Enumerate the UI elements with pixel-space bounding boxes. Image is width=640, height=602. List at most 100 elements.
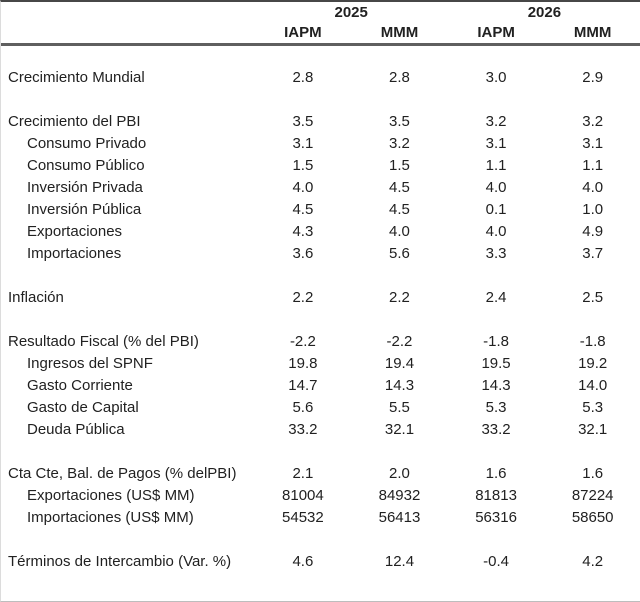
cell-value: 5.6 (292, 398, 314, 416)
spacer-row (1, 308, 640, 330)
cell-value: 33.2 (481, 420, 511, 438)
table-row: Deuda Pública 33.2 32.1 33.2 32.1 (1, 418, 640, 440)
table-row: Importaciones 3.6 5.6 3.3 3.7 (1, 242, 640, 264)
cell-value: 4.3 (292, 222, 314, 240)
table-row: Importaciones (US$ MM) 54532 56413 56316 586… (1, 506, 640, 528)
cell-value: 81004 (282, 486, 324, 504)
cell-value: 3.1 (582, 134, 604, 152)
cell-value: 4.0 (582, 178, 604, 196)
row-label: Importaciones (27, 244, 122, 262)
cell-value: 2.5 (582, 288, 604, 306)
cell-value: 2.0 (389, 464, 410, 482)
row-label: Inversión Privada (27, 178, 143, 196)
corner-blank-cell (1, 2, 255, 23)
table-row: Inversión Pública 4.5 4.5 0.1 1.0 (1, 198, 640, 220)
row-label: Gasto de Capital (27, 398, 139, 416)
scenario-header-row: IAPM MMM IAPM MMM (1, 23, 640, 46)
table-row: Consumo Privado 3.1 3.2 3.1 3.1 (1, 132, 640, 154)
table-row: Términos de Intercambio (Var. %) 4.6 12.4 -… (1, 550, 640, 572)
cell-value: 3.2 (389, 134, 410, 152)
table-row: Resultado Fiscal (% del PBI) -2.2 -2.2 -1.8… (1, 330, 640, 352)
cell-value: 87224 (571, 486, 614, 504)
row-label: Ingresos del SPNF (27, 354, 153, 372)
cell-value: 3.2 (582, 112, 604, 130)
cell-value: 5.3 (582, 398, 604, 416)
cell-value: 14.7 (288, 376, 318, 394)
table-row: Inflación 2.2 2.2 2.4 2.5 (1, 286, 640, 308)
cell-value: 19.4 (384, 354, 415, 372)
cell-value: 19.5 (481, 354, 511, 372)
cell-value: 1.1 (485, 156, 507, 174)
cell-value: 4.5 (389, 200, 410, 218)
cell-value: 3.1 (292, 134, 314, 152)
spacer-row (1, 528, 640, 550)
year-2026-header: 2026 (527, 4, 562, 21)
table-row: Exportaciones (US$ MM) 81004 84932 81813 872… (1, 484, 640, 506)
cell-value: -0.4 (483, 552, 509, 570)
column-header-mmm-2026: MMM (544, 23, 640, 46)
cell-value: 32.1 (384, 420, 415, 438)
cell-value: -1.8 (579, 332, 606, 350)
cell-value: 2.1 (292, 464, 314, 482)
cell-value: 4.2 (582, 552, 604, 570)
cell-value: 3.2 (485, 112, 507, 130)
cell-value: 2.2 (292, 288, 314, 306)
spacer-cell (1, 528, 640, 550)
cell-value: 4.6 (292, 552, 314, 570)
corner-blank-cell (1, 23, 255, 46)
row-label: Exportaciones (27, 222, 123, 240)
cell-value: 54532 (282, 508, 324, 526)
row-label: Cta Cte, Bal. de Pagos (% delPBI) (8, 464, 237, 482)
cell-value: -2.2 (289, 332, 316, 350)
cell-value: 5.3 (485, 398, 507, 416)
spacer-cell (1, 308, 640, 330)
cell-value: 3.7 (582, 244, 604, 262)
cell-value: 4.5 (389, 178, 410, 196)
row-label: Gasto Corriente (27, 376, 133, 394)
cell-value: 5.6 (389, 244, 410, 262)
cell-value: 4.0 (485, 178, 507, 196)
row-label: Inflación (8, 288, 64, 306)
row-label: Inversión Pública (27, 200, 142, 218)
cell-value: 3.5 (389, 112, 410, 130)
cell-value: 56413 (378, 508, 421, 526)
table-row: Consumo Público 1.5 1.5 1.1 1.1 (1, 154, 640, 176)
row-label: Consumo Privado (27, 134, 147, 152)
row-label: Consumo Público (27, 156, 145, 174)
table-row: Cta Cte, Bal. de Pagos (% delPBI) 2.1 2.0 1… (1, 462, 640, 484)
row-label: Resultado Fiscal (% del PBI) (8, 332, 199, 350)
cell-value: 4.0 (485, 222, 507, 240)
cell-value: 3.5 (292, 112, 314, 130)
cell-value: 58650 (571, 508, 614, 526)
cell-value: 4.9 (582, 222, 604, 240)
row-label: Crecimiento del PBI (8, 112, 141, 130)
year-header-row: 2025 2026 (1, 2, 640, 23)
row-label: Términos de Intercambio (Var. %) (8, 552, 232, 570)
table-body: Crecimiento Mundial 2.8 2.8 3.0 2.9 Crecimien… (1, 44, 640, 572)
cell-value: 2.2 (389, 288, 410, 306)
cell-value: 5.5 (389, 398, 410, 416)
cell-value: 1.1 (582, 156, 604, 174)
spacer-cell (1, 440, 640, 462)
spacer-cell (1, 264, 640, 286)
table-row: Exportaciones 4.3 4.0 4.0 4.9 (1, 220, 640, 242)
cell-value: 1.5 (389, 156, 410, 174)
row-label: Importaciones (US$ MM) (27, 508, 194, 526)
cell-value: 14.0 (578, 376, 608, 394)
table-row: Gasto de Capital 5.6 5.5 5.3 5.3 (1, 396, 640, 418)
cell-value: 33.2 (288, 420, 318, 438)
cell-value: -2.2 (386, 332, 413, 350)
cell-value: 4.5 (292, 200, 314, 218)
cell-value: 3.0 (485, 68, 507, 86)
column-header-mmm-2025: MMM (351, 23, 448, 46)
cell-value: 4.0 (292, 178, 314, 196)
macro-projections-table: 2025 2026 IAPM MMM IAPM MMM Crecimiento … (1, 2, 640, 572)
cell-value: 14.3 (481, 376, 511, 394)
cell-value: 19.2 (578, 354, 608, 372)
year-2025-header: 2025 (334, 4, 368, 21)
row-label: Crecimiento Mundial (8, 68, 145, 86)
cell-value: -1.8 (483, 332, 509, 350)
cell-value: 0.1 (485, 200, 507, 218)
table-row: Gasto Corriente 14.7 14.3 14.3 14.0 (1, 374, 640, 396)
